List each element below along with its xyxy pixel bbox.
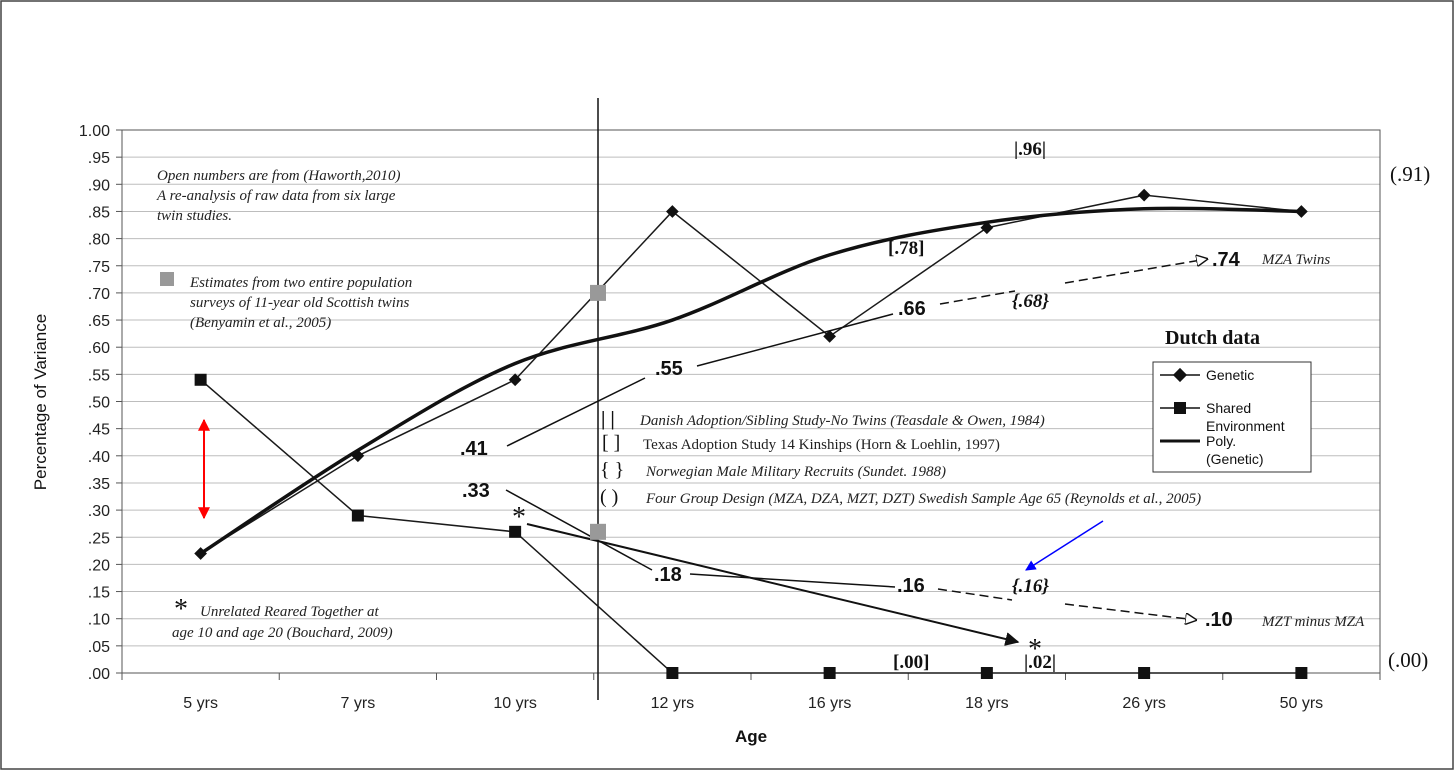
right-value-00: (.00) <box>1388 648 1428 672</box>
right-value-91: (.91) <box>1390 162 1430 186</box>
genetic-point <box>1138 189 1151 202</box>
pointer-arrow <box>1026 521 1103 570</box>
x-tick-label: 16 yrs <box>808 695 852 712</box>
bracket-00: [.00] <box>893 652 929 673</box>
y-tick-label: .90 <box>88 177 110 194</box>
bracket-78: [.78] <box>888 238 924 259</box>
shared-environment-point <box>824 667 836 679</box>
y-tick-label: .45 <box>88 422 110 439</box>
label-mzt-minus-mza: MZT minus MZA <box>1261 614 1365 630</box>
bouchard-arrow <box>527 524 1018 642</box>
y-tick-label: 1.00 <box>79 123 110 140</box>
bracket-68: {.68} <box>1012 291 1049 312</box>
legend-title: Dutch data <box>1165 327 1260 349</box>
label-mza-twins: MZA Twins <box>1261 252 1330 268</box>
y-tick-label: .35 <box>88 476 110 493</box>
study-symbol-danish: | | <box>601 408 615 430</box>
y-tick-label: .75 <box>88 259 110 276</box>
shared-environment-point <box>1138 667 1150 679</box>
label-33: .33 <box>462 480 490 502</box>
y-tick-label: .25 <box>88 530 110 547</box>
haworth-note-line1: Open numbers are from (Haworth,2010) <box>157 168 400 184</box>
mzt-arrow-seg3 <box>938 589 1012 600</box>
shared-environment-point <box>195 374 207 386</box>
study-text-danish: Danish Adoption/Sibling Study-No Twins (… <box>639 413 1045 429</box>
study-symbol-texas: [ ] <box>602 432 620 454</box>
shared-environment-point <box>981 667 993 679</box>
x-tick-label: 26 yrs <box>1122 695 1166 712</box>
study-symbol-norwegian: { } <box>600 459 624 481</box>
x-tick-label: 50 yrs <box>1280 695 1324 712</box>
x-tick-label: 5 yrs <box>183 695 218 712</box>
bouchard-note-line1: Unrelated Reared Together at <box>200 604 380 620</box>
scottish-point <box>590 524 606 540</box>
scottish-legend-square <box>160 272 174 286</box>
y-tick-label: .95 <box>88 150 110 167</box>
legend-genetic-text: Genetic <box>1206 367 1254 383</box>
label-16: .16 <box>897 575 925 597</box>
label-10: .10 <box>1205 609 1233 631</box>
mzt-arrow-seg2 <box>690 574 895 587</box>
y-tick-label: .10 <box>88 612 110 629</box>
scottish-note-line2: surveys of 11-year old Scottish twins <box>190 295 409 311</box>
bouchard-note-line2: age 10 and age 20 (Bouchard, 2009) <box>172 625 393 641</box>
study-text-norwegian: Norwegian Male Military Recruits (Sundet… <box>645 464 946 480</box>
label-55: .55 <box>655 358 683 380</box>
study-symbol-swedish: ( ) <box>600 486 618 508</box>
study-text-texas: Texas Adoption Study 14 Kinships (Horn &… <box>643 437 1000 453</box>
scottish-note-line3: (Benyamin et al., 2005) <box>190 315 331 331</box>
y-tick-label: .40 <box>88 449 110 466</box>
mza-arrow-seg2 <box>697 314 893 366</box>
shared-environment-point <box>1295 667 1307 679</box>
x-tick-labels: 5 yrs 7 yrs 10 yrs 12 yrs 16 yrs 18 yrs 26 yrs… <box>183 695 1323 712</box>
y-tick-label: .30 <box>88 503 110 520</box>
x-tick-label: 10 yrs <box>493 695 537 712</box>
label-41: .41 <box>460 438 488 460</box>
y-tick-labels: 1.00 .95 .90 .85 .80 .75 .70 .65 .60 .55 .50 .45 .40… <box>79 123 110 683</box>
shared-environment-point <box>352 510 364 522</box>
y-tick-label: .65 <box>88 313 110 330</box>
asterisk-18yrs: * <box>1028 634 1042 665</box>
bouchard-symbol: * <box>174 594 188 625</box>
y-tick-label: .60 <box>88 340 110 357</box>
haworth-note-line3: twin studies. <box>157 208 232 224</box>
y-tick-label: .20 <box>88 557 110 574</box>
legend-shared-marker <box>1174 402 1186 414</box>
label-18: .18 <box>654 564 682 586</box>
x-tick-label: 7 yrs <box>341 695 376 712</box>
bracket-16: {.16} <box>1012 576 1049 597</box>
study-text-swedish: Four Group Design (MZA, DZA, MZT, DZT) S… <box>645 491 1201 507</box>
y-tick-label: .50 <box>88 395 110 412</box>
mza-arrow-seg4 <box>1065 259 1207 283</box>
x-tick-label: 12 yrs <box>651 695 695 712</box>
asterisk-10yrs: * <box>512 502 526 533</box>
y-axis-title: Percentage of Variance <box>31 314 50 490</box>
y-tick-label: .00 <box>88 666 110 683</box>
haworth-note-line2: A re-analysis of raw data from six large <box>156 188 396 204</box>
scottish-point <box>590 285 606 301</box>
y-tick-label: .70 <box>88 286 110 303</box>
shared-environment-point <box>666 667 678 679</box>
label-74: .74 <box>1212 249 1241 271</box>
x-axis-title: Age <box>735 727 767 746</box>
mzt-arrow-seg4 <box>1065 604 1196 620</box>
y-tick-label: .15 <box>88 585 110 602</box>
mza-arrow-seg1 <box>507 378 645 446</box>
y-tick-label: .85 <box>88 204 110 221</box>
y-tick-label: .55 <box>88 367 110 384</box>
scottish-note-line1: Estimates from two entire population <box>189 275 412 291</box>
label-66: .66 <box>898 298 926 320</box>
y-tick-label: .80 <box>88 232 110 249</box>
mzt-arrow-seg1 <box>506 490 652 570</box>
bracket-96: |.96| <box>1014 139 1046 160</box>
x-tick-label: 18 yrs <box>965 695 1009 712</box>
y-tick-label: .05 <box>88 639 110 656</box>
